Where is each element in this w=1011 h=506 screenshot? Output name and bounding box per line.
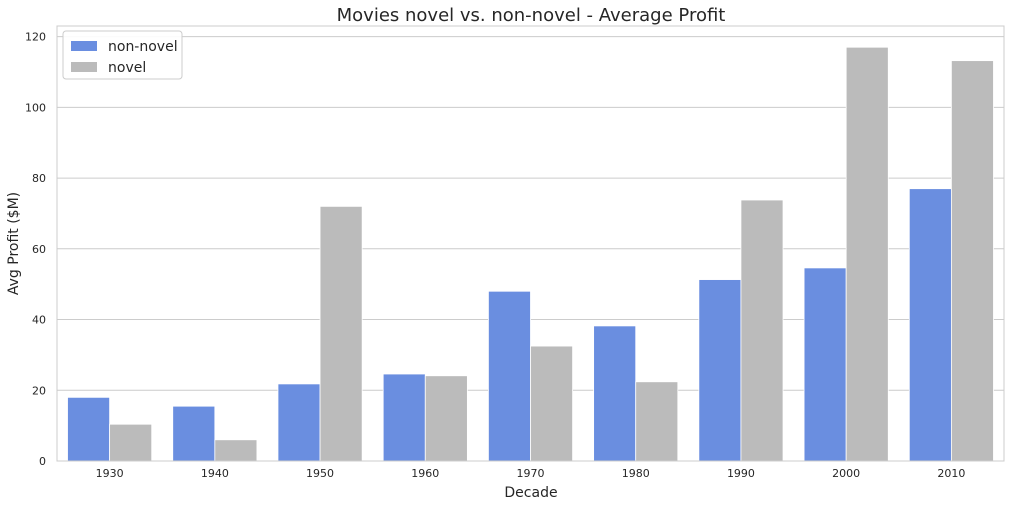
plot-frame	[56, 25, 1005, 462]
x-tick-labels: 1930 1940 1950 1960 1970 1980 1990 2000 2010	[96, 467, 966, 480]
bar-non-novel-1950	[277, 383, 321, 462]
x-tick-label: 1990	[727, 467, 755, 480]
bar-non-novel-2010	[908, 188, 952, 462]
y-tick-label: 80	[32, 172, 46, 185]
legend-swatch-novel	[71, 62, 97, 72]
x-tick-label: 1950	[306, 467, 334, 480]
bar-novel-1970	[530, 345, 573, 462]
bar-non-novel-1940	[172, 405, 216, 462]
bar-novel-1960	[424, 375, 468, 462]
bar-novel-2000	[845, 46, 889, 462]
y-axis-label: Avg Profit ($M)	[6, 192, 22, 295]
y-tick-labels: 0 20 40 60 80 100 120	[25, 31, 46, 468]
bar-novel-2010	[950, 60, 994, 462]
x-tick-label: 1930	[96, 467, 124, 480]
legend: non-novel novel	[62, 30, 183, 80]
y-tick-label: 40	[32, 314, 46, 327]
bar-novel-1950	[319, 205, 363, 462]
y-tick-label: 0	[39, 455, 46, 468]
bars	[67, 46, 994, 462]
bar-non-novel-1990	[698, 279, 742, 462]
bar-non-novel-2000	[803, 267, 847, 462]
x-tick-label: 2010	[937, 467, 965, 480]
x-tick-label: 1960	[411, 467, 439, 480]
x-axis-label: Decade	[504, 485, 557, 501]
bar-novel-1980	[635, 381, 679, 462]
x-tick-label: 1940	[201, 467, 229, 480]
bar-non-novel-1980	[593, 325, 637, 462]
bar-non-novel-1960	[382, 373, 426, 462]
bar-novel-1940	[214, 439, 258, 462]
x-tick-label: 1970	[517, 467, 545, 480]
bar-novel-1990	[740, 199, 784, 462]
chart-title: Movies novel vs. non-novel - Average Pro…	[337, 5, 726, 26]
bar-novel-1930	[109, 423, 153, 462]
legend-swatch-non-novel	[71, 41, 97, 51]
x-tick-label: 1980	[622, 467, 650, 480]
y-tick-label: 120	[25, 31, 46, 44]
y-tick-label: 100	[25, 101, 46, 114]
legend-label-non-novel: non-novel	[108, 39, 178, 55]
bar-non-novel-1930	[67, 396, 111, 462]
y-tick-label: 20	[32, 384, 46, 397]
legend-label-novel: novel	[108, 60, 146, 76]
x-tick-label: 2000	[832, 467, 860, 480]
bar-non-novel-1970	[488, 290, 531, 462]
y-tick-label: 60	[32, 243, 46, 256]
